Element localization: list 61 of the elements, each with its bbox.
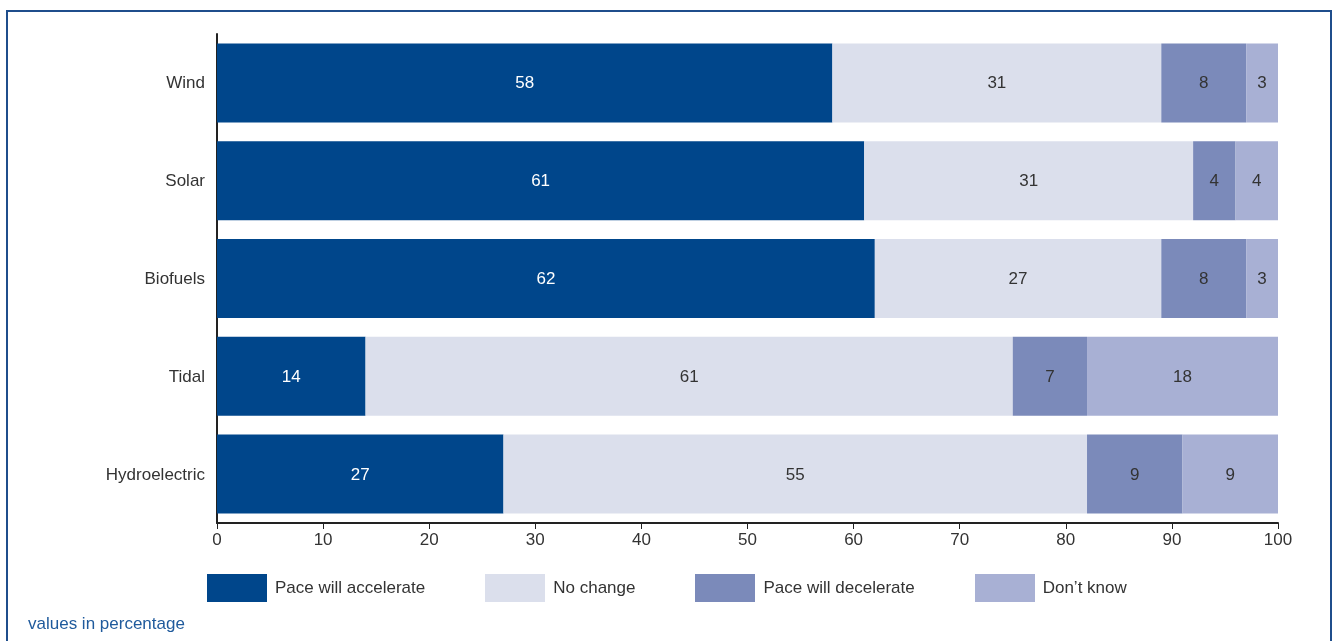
data-label: 3 xyxy=(1257,269,1267,288)
bar xyxy=(217,434,504,514)
x-tick-label: 90 xyxy=(1162,530,1182,549)
x-tick-label: 100 xyxy=(1263,530,1293,549)
data-label: 61 xyxy=(531,171,551,191)
x-tick-label: 20 xyxy=(419,530,439,549)
y-tick-label: Biofuels xyxy=(144,269,205,288)
x-tick-label: 60 xyxy=(844,530,864,549)
data-label: 3 xyxy=(1257,73,1267,93)
x-tick-label: 80 xyxy=(1056,530,1076,549)
bar xyxy=(1161,239,1247,318)
data-label: 7 xyxy=(1045,366,1055,386)
x-tick-label: 70 xyxy=(950,530,970,549)
data-label: 27 xyxy=(350,464,370,484)
bar xyxy=(1161,43,1247,123)
data-label: 4 xyxy=(1252,171,1262,191)
bar xyxy=(1087,336,1278,416)
y-tick-label: Hydroelectric xyxy=(105,464,206,484)
data-label: 8 xyxy=(1199,73,1209,93)
bar xyxy=(1246,239,1278,318)
bar xyxy=(874,239,1162,318)
data-label: 9 xyxy=(1225,464,1235,484)
bar xyxy=(217,336,366,416)
bar xyxy=(832,43,1162,123)
y-tick-label: Tidal xyxy=(168,366,205,386)
legend-label: Don’t know xyxy=(1042,578,1127,598)
bar xyxy=(365,336,1013,416)
bar xyxy=(1012,336,1088,416)
y-tick-label: Wind xyxy=(166,73,205,93)
legend-label: Pace will accelerate xyxy=(275,578,426,598)
data-label: 31 xyxy=(1019,171,1039,191)
bar xyxy=(217,43,833,123)
legend-label: Pace will decelerate xyxy=(763,578,915,598)
y-tick-label: Solar xyxy=(165,171,206,191)
x-tick-label: 30 xyxy=(525,530,545,549)
bar xyxy=(864,141,1194,221)
bar xyxy=(217,141,865,221)
data-label: 18 xyxy=(1173,366,1192,386)
data-label: 14 xyxy=(281,366,301,386)
x-tick-label: 0 xyxy=(212,530,222,549)
bar xyxy=(1235,141,1278,221)
bar xyxy=(1193,141,1236,221)
data-label: 58 xyxy=(515,73,535,93)
bar xyxy=(503,434,1088,514)
data-label: 4 xyxy=(1209,171,1220,191)
x-tick-label: 50 xyxy=(738,530,757,549)
data-label: 55 xyxy=(785,464,805,484)
bar xyxy=(217,239,875,318)
data-label: 27 xyxy=(1008,269,1028,288)
legend-label: No change xyxy=(553,578,636,598)
data-label: 61 xyxy=(679,366,699,386)
data-label: 31 xyxy=(987,73,1007,93)
bar xyxy=(1087,434,1183,514)
data-label: 9 xyxy=(1130,464,1140,484)
x-tick-label: 40 xyxy=(631,530,651,549)
bar xyxy=(1246,43,1278,123)
bar xyxy=(1182,434,1278,514)
data-label: 62 xyxy=(536,269,556,288)
text: values in percentage xyxy=(28,614,185,634)
data-label: 8 xyxy=(1199,269,1209,288)
x-tick-label: 10 xyxy=(313,530,333,549)
